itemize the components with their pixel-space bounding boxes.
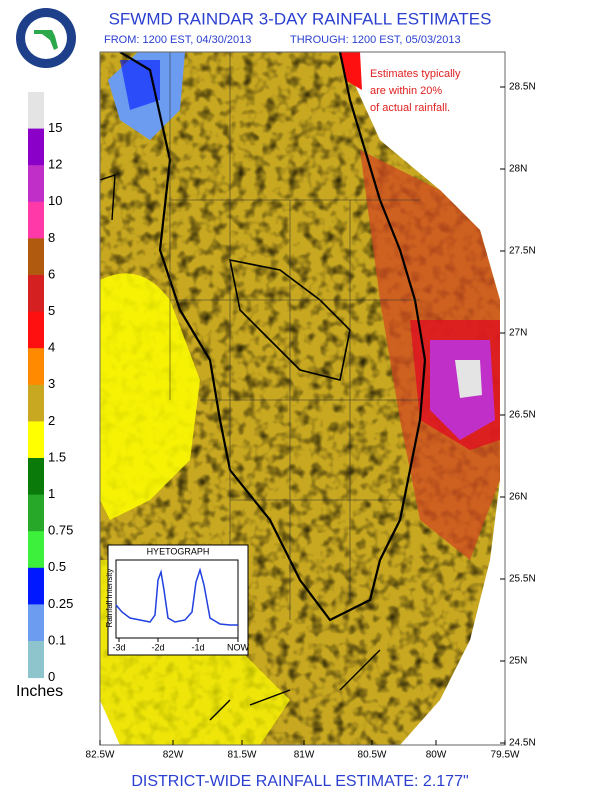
legend-swatch [28, 238, 44, 276]
legend-label: 15 [48, 120, 62, 135]
note-line: are within 20% [370, 85, 442, 97]
legend-label: 3 [48, 376, 55, 391]
title: SFWMD RAINDAR 3-DAY RAINFALL ESTIMATES [109, 9, 492, 28]
lon-label: 79.5W [491, 750, 520, 761]
legend-swatch [28, 348, 44, 386]
legend-swatch [28, 421, 44, 459]
lon-label: 82.5W [86, 750, 115, 761]
lat-label: 24.5N [509, 738, 536, 749]
footer: DISTRICT-WIDE RAINFALL ESTIMATE: 2.177" [131, 773, 468, 790]
lon-label: 82W [163, 750, 184, 761]
note-line: Estimates typically [370, 68, 461, 80]
legend-swatch [28, 201, 44, 239]
lat-label: 26N [509, 492, 527, 503]
legend-label: 2 [48, 413, 55, 428]
legend-swatch [28, 275, 44, 313]
legend-swatch [28, 384, 44, 422]
legend-swatch [28, 458, 44, 496]
legend-unit: Inches [16, 683, 63, 700]
lon-label: 81W [294, 750, 315, 761]
hyetograph-title: HYETOGRAPH [147, 546, 210, 556]
hyetograph-x-label: -2d [151, 642, 164, 652]
legend-label: 0.75 [48, 523, 73, 538]
logo [16, 8, 76, 68]
legend-swatch [28, 641, 44, 679]
map-frame [99, 51, 506, 746]
legend-label: 8 [48, 230, 55, 245]
lat-label: 25N [509, 656, 527, 667]
legend-swatch [28, 531, 44, 569]
hyetograph: HYETOGRAPH Rainfall Intensity [105, 544, 249, 656]
legend-label: 12 [48, 157, 62, 172]
legend-label: 1.5 [48, 449, 66, 464]
hyetograph-x-label: -3d [112, 642, 125, 652]
hyetograph-x-label: NOW [227, 642, 250, 652]
lat-label: 28N [509, 164, 527, 175]
legend-label: 0.5 [48, 559, 66, 574]
legend-swatch [28, 128, 44, 166]
legend-swatch [28, 494, 44, 532]
hyetograph-x-label: -1d [191, 642, 204, 652]
lon-label: 80W [426, 750, 447, 761]
legend-label: 4 [48, 340, 55, 355]
legend-label: 1 [48, 486, 55, 501]
hyetograph-y-label: Rainfall Intensity [105, 569, 114, 628]
legend-label: 0.25 [48, 596, 73, 611]
subtitle-from: FROM: 1200 EST, 04/30/2013 [104, 34, 251, 46]
legend-swatch [28, 165, 44, 203]
lat-label: 26.5N [509, 410, 536, 421]
legend-label: 5 [48, 303, 55, 318]
legend-swatch [28, 311, 44, 349]
subtitle-through: THROUGH: 1200 EST, 05/03/2013 [290, 34, 461, 46]
note-line: of actual rainfall. [370, 102, 450, 114]
lat-label: 27N [509, 328, 527, 339]
legend-swatch [28, 92, 44, 130]
legend-label: 6 [48, 266, 55, 281]
legend-label: 0 [48, 669, 55, 684]
lat-label: 27.5N [509, 246, 536, 257]
legend-label: 0.1 [48, 632, 66, 647]
legend-swatch [28, 604, 44, 642]
lat-label: 25.5N [509, 574, 536, 585]
legend-swatch [28, 567, 44, 605]
lon-label: 80.5W [358, 750, 387, 761]
lat-label: 28.5N [509, 82, 536, 93]
lon-label: 81.5W [228, 750, 257, 761]
legend-label: 10 [48, 193, 62, 208]
